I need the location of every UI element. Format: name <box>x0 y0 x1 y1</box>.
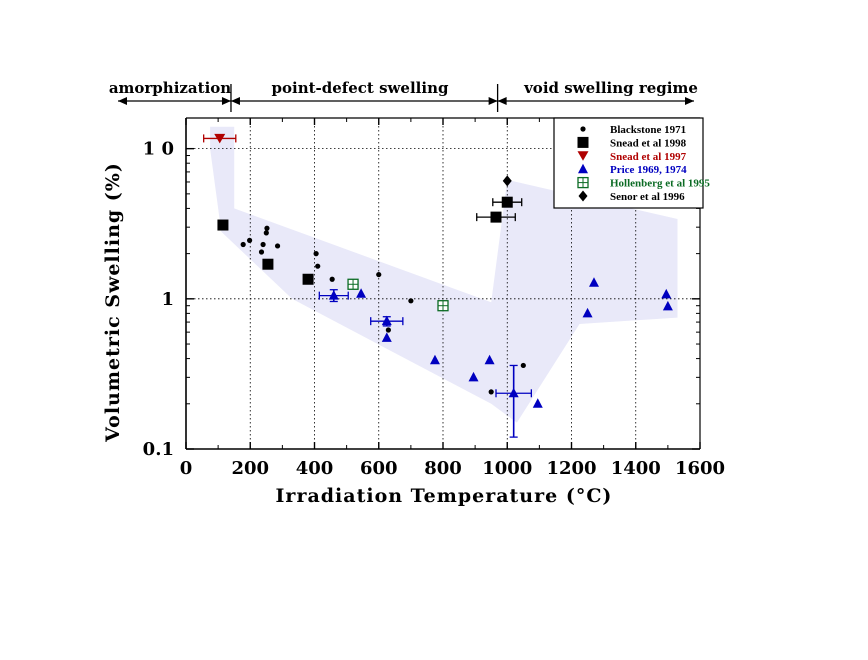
legend-marker <box>577 136 589 148</box>
legend-label: Snead et al 1998 <box>610 137 687 149</box>
y-tick-label: 1 0 <box>143 139 174 160</box>
regime-label-bg <box>111 78 229 96</box>
data-point <box>468 371 479 382</box>
data-point <box>385 327 391 333</box>
x-tick-label: 400 <box>296 458 334 479</box>
y-tick-label: 0.1 <box>143 439 174 460</box>
legend-label: Hollenberg et al 1995 <box>610 178 710 190</box>
x-tick-label: 600 <box>360 458 398 479</box>
regime-arrow-head-right <box>685 97 694 105</box>
data-point <box>582 307 593 318</box>
regime-label: void swelling regime <box>523 79 698 97</box>
x-tick-label: 1400 <box>611 458 661 479</box>
series-snead-et-al-1997 <box>203 133 237 144</box>
data-point <box>490 211 502 223</box>
data-point <box>520 362 526 369</box>
regime-arrow-head-left <box>118 97 127 105</box>
x-axis-title: Irradiation Temperature (°C) <box>276 485 613 507</box>
regime-arrow-head-left <box>230 97 240 105</box>
y-axis-title: Volumetric Swelling (%) <box>102 162 124 443</box>
regime-arrow-head-right <box>221 97 231 105</box>
legend-marker <box>578 163 588 174</box>
data-point <box>408 298 414 304</box>
data-point <box>263 230 269 236</box>
data-point <box>662 300 673 311</box>
data-point <box>508 387 519 398</box>
data-point <box>217 219 229 231</box>
x-tick-label: 1000 <box>482 458 532 479</box>
x-tick-label: 1200 <box>546 458 596 479</box>
y-tick-label: 1 <box>161 289 174 310</box>
data-point <box>313 251 319 257</box>
data-point <box>501 196 513 208</box>
data-point <box>247 237 253 243</box>
regime-label-bg <box>276 78 444 96</box>
series-blackstone-1971 <box>240 225 526 395</box>
x-tick-label: 800 <box>424 458 462 479</box>
x-tick-label: 0 <box>180 458 193 479</box>
data-point <box>381 315 392 326</box>
data-point <box>258 249 265 255</box>
data-point <box>302 273 314 285</box>
data-point <box>262 258 274 270</box>
legend-label: Snead et al 1997 <box>610 151 687 163</box>
regime-annotation-layer: amorphization point-defect swelling void s… <box>109 78 698 112</box>
data-point <box>588 277 599 287</box>
series-hollenberg-et-al-1995 <box>347 278 449 312</box>
data-point <box>484 354 495 365</box>
data-point <box>315 263 321 269</box>
data-layer <box>203 133 673 438</box>
data-point <box>329 276 335 282</box>
series-snead-et-al-1998 <box>217 196 523 285</box>
legend-label: Blackstone 1971 <box>610 124 686 136</box>
data-point <box>661 288 672 299</box>
regime-label: point-defect swelling <box>272 79 449 97</box>
legend-box <box>553 117 704 209</box>
data-point <box>376 271 382 278</box>
data-point <box>260 241 266 248</box>
legend-marker <box>577 151 589 161</box>
data-point <box>214 133 226 144</box>
regime-label: amorphization <box>109 79 231 97</box>
axis-layer: 0 200 400 600 800 1000 1200 1400 1600 0.1 1 1 0 <box>143 117 725 479</box>
data-point <box>502 175 512 187</box>
regime-arrow-head-left <box>497 97 507 105</box>
legend-marker <box>580 126 586 132</box>
data-point <box>264 225 270 231</box>
series-price-1969-1974 <box>318 277 673 438</box>
series-senor-et-al-1996 <box>502 175 512 187</box>
data-point <box>328 290 339 300</box>
legend-marker <box>578 190 588 202</box>
legend-label: Senor et al 1996 <box>610 191 685 203</box>
regime-arrow-head-right <box>488 97 498 105</box>
x-tick-label: 1600 <box>675 458 725 479</box>
data-point <box>488 389 494 395</box>
regime-label-bg <box>528 78 694 96</box>
data-point <box>381 332 392 342</box>
data-point <box>532 398 543 408</box>
legend-label: Price 1969, 1974 <box>610 164 687 176</box>
data-point <box>240 241 246 248</box>
data-point <box>356 288 367 298</box>
data-point <box>429 354 440 365</box>
data-point <box>274 243 281 249</box>
x-tick-label: 200 <box>231 458 269 479</box>
